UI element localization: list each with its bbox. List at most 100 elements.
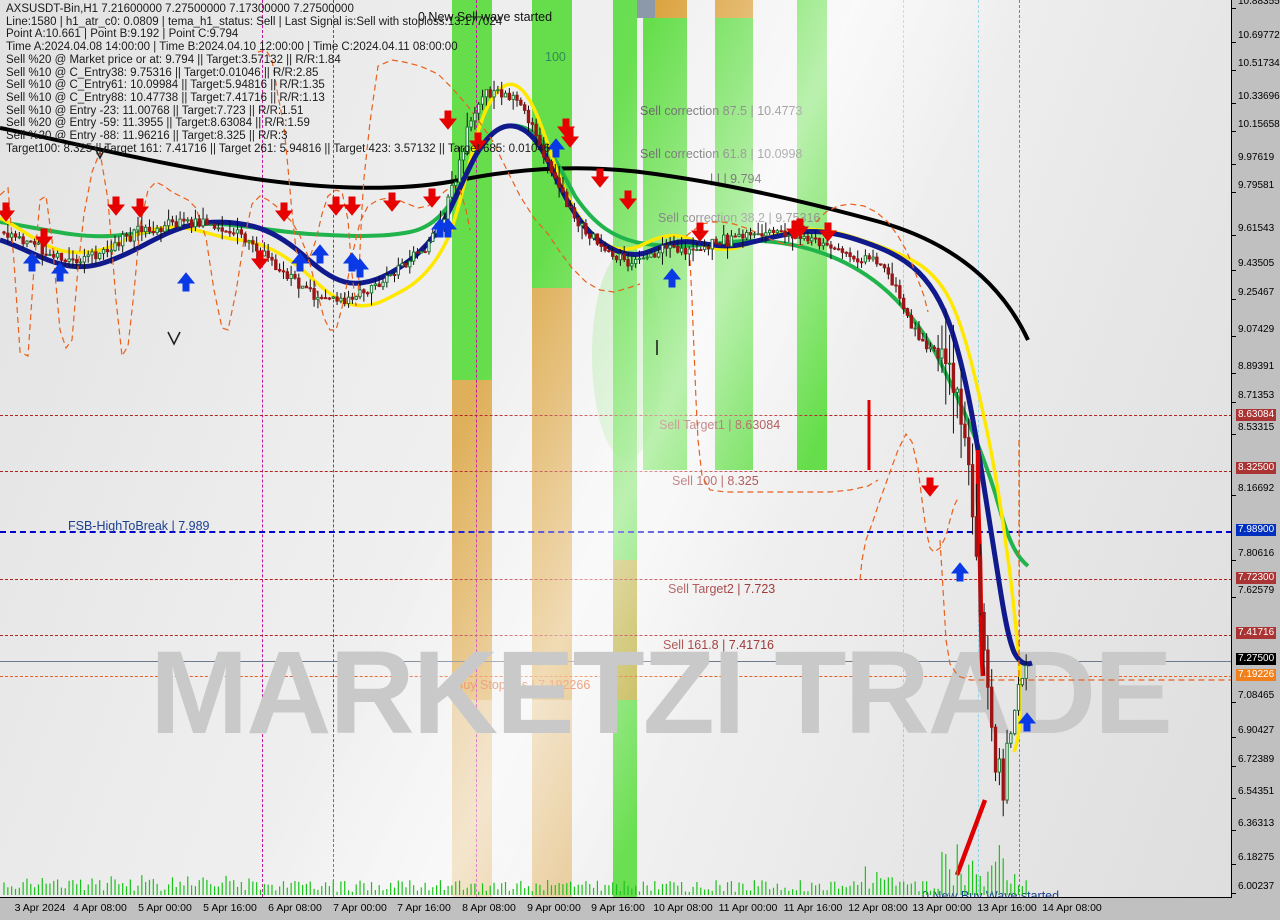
annotation-fsb-hightobreak: FSB-HighToBreak | 7.989 [68,519,210,533]
price-tick: 9.97619 [1232,152,1280,170]
candle-body [82,255,87,263]
candle-body [890,273,894,286]
price-tick: 8.89391 [1232,361,1280,379]
candle-body [614,255,619,261]
price-tag-7-27500[interactable]: 7.27500 [1236,653,1277,665]
atr-band-mid [257,49,641,307]
candle-body [607,249,611,253]
candle-body [477,103,481,114]
candle-body [354,296,358,300]
time-tick: 13 Apr 00:00 [912,902,972,914]
price-tag-7-72300[interactable]: 7.72300 [1236,572,1277,584]
candle-body [469,120,473,128]
candle-body [760,233,764,237]
candle-body [745,232,749,239]
candle-body [595,233,600,245]
candle-body [879,263,883,266]
info-line-0: AXSUSDT-Bin,H1 7.21600000 7.27500000 7.1… [6,3,354,15]
buy-arrow-icon [546,138,566,158]
candle-body [775,230,780,234]
candle-body [526,109,531,124]
candle-body [767,229,772,234]
candle-body [913,327,917,330]
time-tick: 11 Apr 16:00 [783,902,843,914]
candle-body [821,242,825,247]
sell-arrow-icon [342,196,362,216]
session-band [532,700,572,897]
candle-body [270,256,274,261]
candle-body [415,251,420,254]
sell-arrow-icon [690,222,710,242]
candle-body [1012,709,1017,735]
candle-body [247,240,251,243]
price-tag-8-32500[interactable]: 8.32500 [1236,462,1277,474]
buy-arrow-icon [350,258,370,278]
candle-body [224,230,228,233]
candle-body [637,257,642,260]
candle-body [220,227,224,232]
time-tick: 13 Apr 16:00 [977,902,1037,914]
price-tag-7-19226[interactable]: 7.19226 [1236,669,1277,681]
candle-body [748,232,753,236]
candle-body [836,248,841,251]
chart-plot-area[interactable]: MARKETZI TRADE [0,0,1233,897]
axis-corner [1232,897,1280,920]
candle-body [239,229,244,235]
candle-body [362,289,366,294]
candle-body [277,269,282,272]
candle-body [867,255,871,260]
candle-body [396,265,401,276]
candle-body [71,258,75,261]
atr-band-right2 [689,259,879,493]
candle-body [339,297,343,302]
candle-body [725,234,730,247]
level-line-fsb [0,531,1232,533]
candle-body [932,346,936,349]
candle-body [331,296,335,299]
candle-body [649,253,653,258]
price-tag-7-98900[interactable]: 7.98900 [1236,524,1277,536]
candle-body [228,230,232,234]
candle-body [817,237,822,247]
sell-arrow-icon [326,196,346,216]
time-tick: 10 Apr 08:00 [653,902,713,914]
candle-body [503,92,508,98]
candle-body [21,236,25,245]
candle-body [431,232,435,242]
candle-body [350,296,355,300]
sell-arrow-icon [0,202,16,222]
candle-body [1005,742,1009,801]
buy-arrow-icon [662,268,682,288]
candle-body [411,251,416,262]
candle-body [373,283,378,286]
candle-body [59,252,64,261]
candle-body [901,297,906,310]
candle-body [764,232,768,237]
candle-body [603,245,607,251]
price-tick: 10.88355 [1232,0,1280,14]
price-tag-7-41716[interactable]: 7.41716 [1236,627,1277,639]
candle-body [783,230,787,237]
candle-body [308,287,312,290]
buy-arrow-icon [22,252,42,272]
buy-arrow-icon [438,218,458,238]
candle-body [327,297,332,300]
time-tick: 12 Apr 08:00 [848,902,908,914]
candle-body [120,233,125,247]
candle-body [863,255,868,263]
price-tag-8-63084[interactable]: 8.63084 [1236,409,1277,421]
time-tick: 4 Apr 08:00 [73,902,127,914]
price-tick: 6.54351 [1232,786,1280,804]
candle-body [251,240,255,245]
candle-body [676,246,680,253]
info-line-4: Sell %20 @ Market price or at: 9.794 || … [6,53,341,66]
signal-arrow-series [0,110,1037,732]
candle-body [909,314,914,329]
time-axis[interactable]: 3 Apr 2024 4 Apr 08:00 5 Apr 00:00 5 Apr 16… [0,897,1232,920]
candle-body [542,144,546,158]
price-tick: 8.53315 [1232,422,1280,440]
sell-arrow-icon [790,218,810,238]
candle-body [457,159,462,183]
price-axis[interactable]: 10.88355 10.69772 10.51734 10.33696 10.15658… [1231,0,1280,897]
